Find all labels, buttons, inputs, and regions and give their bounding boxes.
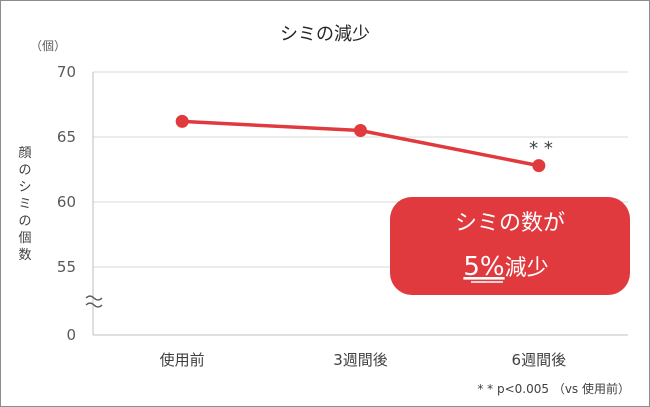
- data-point: [175, 114, 189, 128]
- significance-mark: * *: [529, 138, 553, 159]
- series-line: [175, 114, 546, 173]
- callout-suffix: 減少: [505, 256, 549, 281]
- data-point: [354, 124, 367, 137]
- y-tick-label: 65: [57, 128, 76, 146]
- callout-box: シミの数が 5%減少: [390, 197, 630, 295]
- callout-line1: シミの数が: [455, 211, 565, 236]
- x-category-label: 6週間後: [512, 351, 567, 369]
- x-category-labels: 使用前 3週間後 6週間後: [160, 351, 566, 369]
- chart-title: シミの減少: [280, 24, 370, 45]
- axis-break-icon: [85, 295, 103, 308]
- y-unit-label: （個）: [30, 39, 66, 53]
- x-category-label: 使用前: [160, 351, 205, 369]
- y-tick-label: 60: [57, 193, 76, 211]
- data-point: [532, 159, 546, 173]
- y-tick-labels: 0 55 60 65 70: [57, 63, 76, 344]
- callout-percent: 5%: [463, 252, 504, 282]
- callout-line2: 5%減少: [463, 252, 548, 282]
- x-category-label: 3週間後: [333, 351, 388, 369]
- y-axis-label: 顔のシミの個数: [18, 146, 31, 263]
- y-tick-label: 0: [66, 326, 76, 344]
- footnote: * * p<0.005 （vs 使用前）: [477, 381, 630, 396]
- y-tick-label: 70: [57, 63, 76, 81]
- y-tick-label: 55: [57, 258, 76, 276]
